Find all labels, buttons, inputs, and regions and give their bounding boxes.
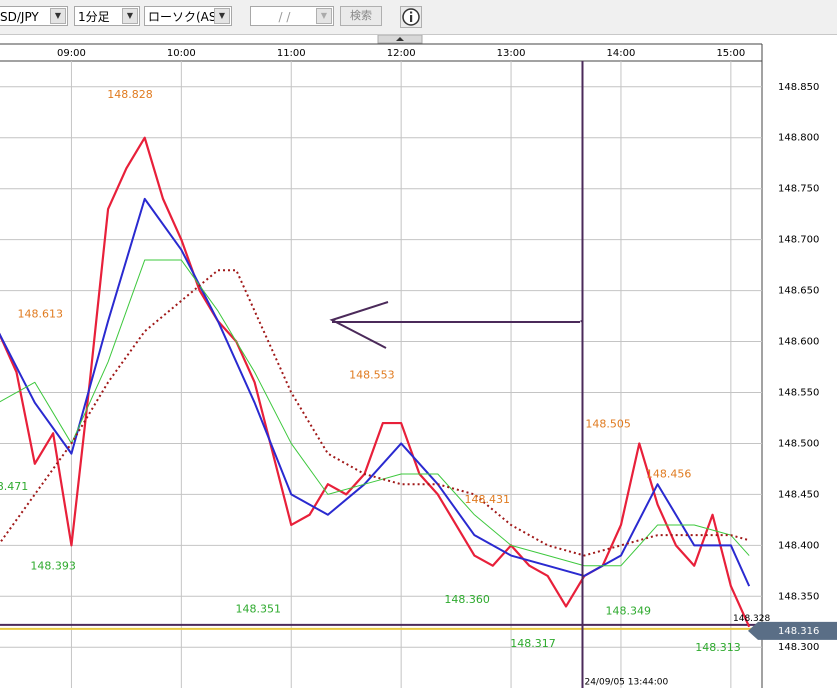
dropdown-button[interactable]: ▼: [214, 8, 230, 24]
y-tick-label: 148.550: [778, 387, 819, 398]
price-annotation: 148.613: [18, 307, 64, 320]
y-tick-label: 148.850: [778, 82, 819, 93]
x-tick-label: 12:00: [387, 48, 416, 59]
last-high-label: 148.328: [733, 614, 770, 624]
y-tick-label: 148.700: [778, 235, 819, 246]
info-button[interactable]: [400, 6, 422, 28]
y-tick-label: 148.750: [778, 184, 819, 195]
price-annotation: 148.360: [444, 593, 490, 606]
y-tick-label: 148.400: [778, 540, 819, 551]
x-tick-label: 14:00: [607, 48, 636, 59]
series-line: [0, 269, 750, 557]
current-price-tag: [748, 621, 837, 640]
price-annotation: 148.393: [30, 559, 76, 572]
crosshair-label: 24/09/05 13:44:00: [584, 678, 668, 688]
y-tick-label: 148.600: [778, 337, 819, 348]
price-annotation: 148.431: [464, 493, 510, 506]
timeframe-select[interactable]: 1分足 ▼: [74, 6, 140, 26]
date-text: / /: [278, 10, 291, 24]
price-annotation: 148.317: [510, 637, 556, 650]
dropdown-button[interactable]: ▼: [316, 8, 332, 24]
current-price-label: 148.316: [778, 626, 819, 637]
y-tick-label: 148.350: [778, 591, 819, 602]
series-line: [0, 197, 751, 587]
date-input[interactable]: / / ▼: [250, 6, 334, 26]
price-annotation: 148.456: [646, 467, 692, 480]
drawn-arrow: [329, 301, 580, 349]
y-tick-label: 148.650: [778, 286, 819, 297]
y-tick-label: 148.450: [778, 489, 819, 500]
search-button[interactable]: 検索: [340, 6, 382, 26]
background: [0, 34, 837, 688]
toolbar: SD/JPY ▼ 1分足 ▼ ローソク(ASK) ▼ / / ▼ 検索: [0, 0, 837, 35]
symbol-text: SD/JPY: [0, 10, 39, 24]
y-tick-label: 148.500: [778, 438, 819, 449]
price-annotation: 148.553: [349, 368, 395, 381]
x-tick-label: 13:00: [497, 48, 526, 59]
search-text: 検索: [350, 9, 372, 22]
symbol-select[interactable]: SD/JPY ▼: [0, 6, 68, 26]
x-tick-label: 09:00: [57, 48, 86, 59]
series-line: [0, 259, 750, 567]
price-annotation: 148.828: [107, 88, 153, 101]
price-annotation: 148.349: [606, 604, 652, 617]
collapse-arrow: [396, 37, 404, 41]
y-tick-label: 148.800: [778, 133, 819, 144]
dropdown-button[interactable]: ▼: [50, 8, 66, 24]
chart-kind-select[interactable]: ローソク(ASK) ▼: [144, 6, 232, 26]
chart-kind-text: ローソク(ASK): [148, 10, 230, 24]
x-tick-label: 10:00: [167, 48, 196, 59]
price-annotation: 148.313: [695, 641, 741, 654]
y-tick-label: 148.300: [778, 642, 819, 653]
timeframe-text: 1分足: [78, 10, 110, 24]
price-annotation: 148.351: [236, 602, 282, 615]
x-tick-label: 11:00: [277, 48, 306, 59]
series-line: [0, 136, 751, 628]
x-tick-label: 15:00: [716, 48, 745, 59]
price-annotation: 148.471: [0, 480, 28, 493]
dropdown-button[interactable]: ▼: [122, 8, 138, 24]
price-annotation: 148.505: [585, 417, 631, 430]
